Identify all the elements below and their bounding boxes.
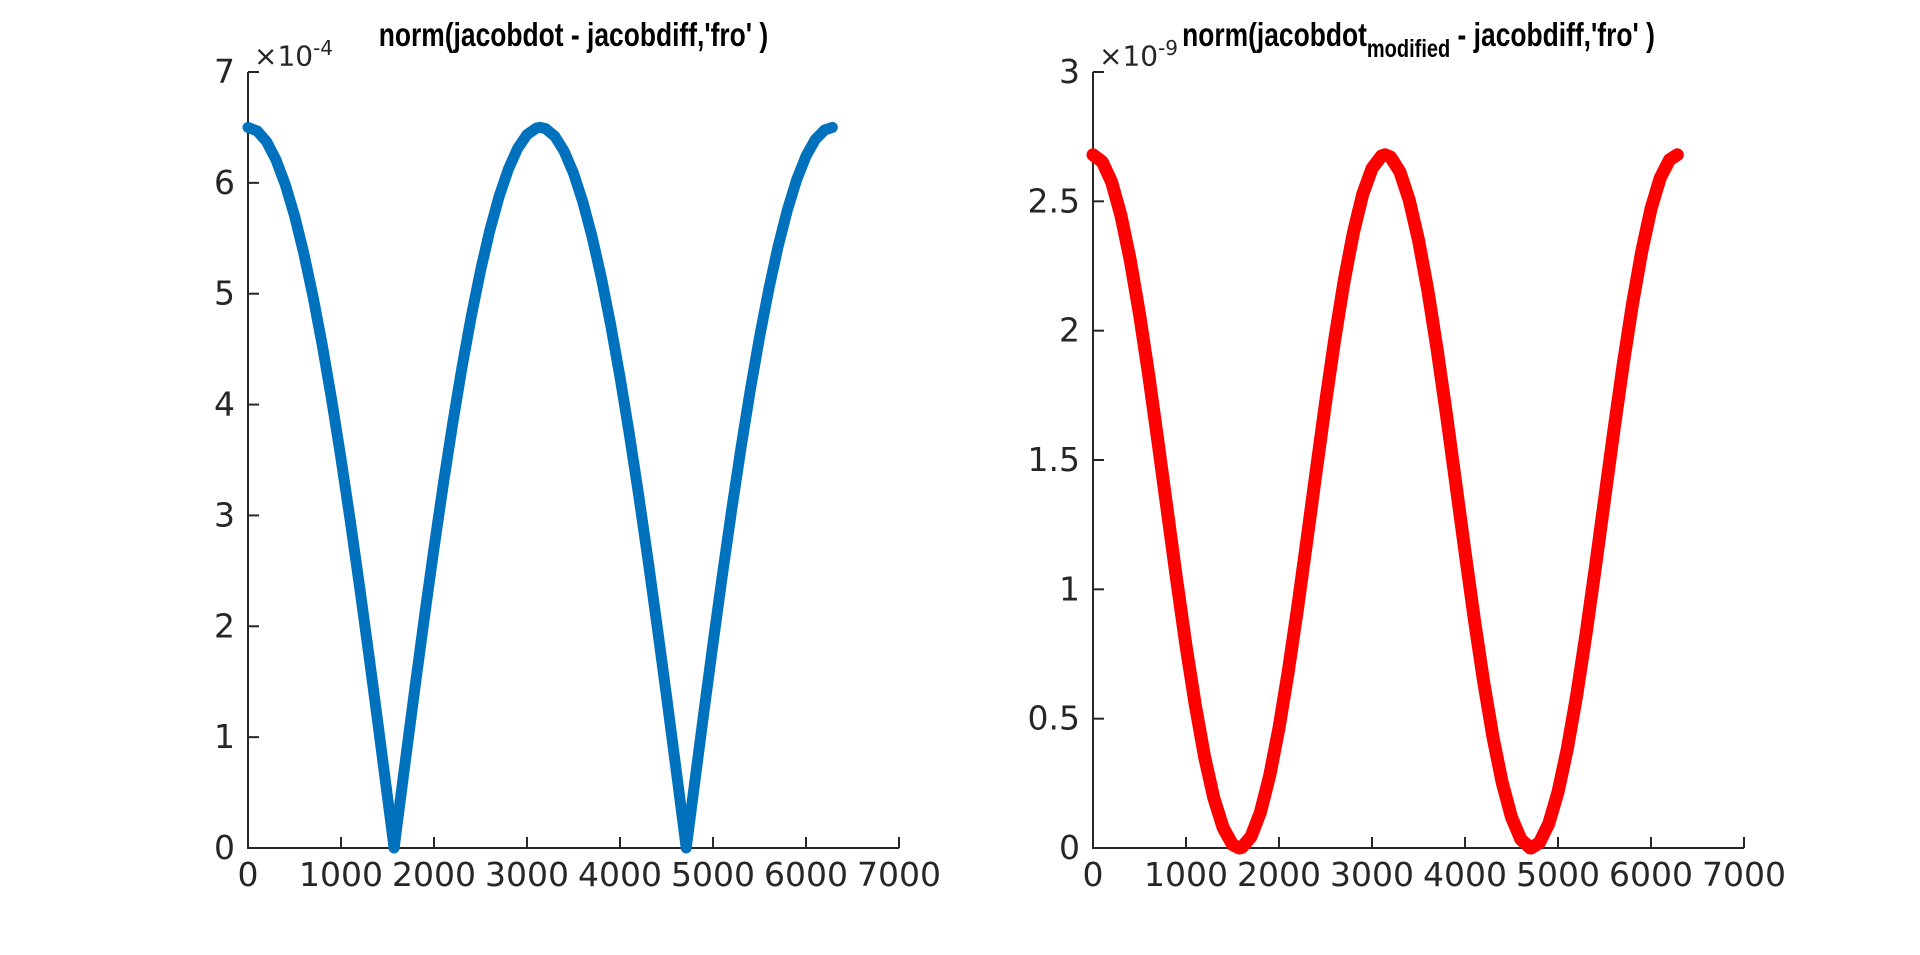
- left-y-tick-label: 2: [214, 606, 235, 645]
- right-y-axis-exponent: ×10-9: [1099, 36, 1178, 72]
- right-title-subscript: modified: [1366, 35, 1451, 63]
- right-x-tick-label: 6000: [1609, 855, 1693, 894]
- left-x-tick-label: 2000: [392, 855, 476, 894]
- right-x-tick-label: 4000: [1423, 855, 1507, 894]
- right-x-tick-label: 2000: [1237, 855, 1321, 894]
- left-data-curve: [242, 121, 838, 854]
- left-x-tick-label: 4000: [578, 855, 662, 894]
- left-title-suffix: - jacobdiff,'fro' ): [563, 16, 769, 53]
- right-exponent-power: -9: [1158, 36, 1179, 60]
- left-y-tick-label: 6: [214, 163, 235, 202]
- right-y-tick-label: 1.5: [1028, 440, 1080, 479]
- right-exponent-mantissa: ×10: [1099, 39, 1159, 73]
- right-x-tick-label: 7000: [1702, 855, 1786, 894]
- left-exponent-power: -4: [313, 36, 334, 60]
- left-exponent-mantissa: ×10: [254, 39, 314, 73]
- right-y-tick-label: 1: [1059, 569, 1080, 608]
- left-x-tick-label: 7000: [857, 855, 941, 894]
- right-plot-title: norm(jacobdotmodified - jacobdiff,'fro' …: [1158, 16, 1679, 63]
- right-x-tick-label: 1000: [1144, 855, 1228, 894]
- left-y-tick-label: 0: [214, 828, 235, 867]
- right-y-tick-label: 2.5: [1028, 181, 1080, 220]
- left-y-tick-label: 5: [214, 274, 235, 313]
- right-title-suffix: - jacobdiff,'fro' ): [1450, 16, 1655, 53]
- left-x-tick-label: 0: [238, 855, 259, 894]
- left-x-tick-label: 1000: [299, 855, 383, 894]
- left-plot-title: norm(jacobdot - jacobdiff,'fro' ): [313, 16, 834, 54]
- left-x-tick-label: 5000: [671, 855, 755, 894]
- right-data-curve: [1086, 148, 1684, 855]
- left-y-tick-label: 1: [214, 717, 235, 756]
- right-y-tick-label: 3: [1059, 52, 1080, 91]
- left-y-axis-exponent: ×10-4: [254, 36, 333, 72]
- right-y-tick-label: 0: [1059, 828, 1080, 867]
- right-title-text: norm(jacobdot: [1182, 16, 1367, 53]
- right-y-tick-label: 2: [1059, 311, 1080, 350]
- left-x-tick-label: 6000: [764, 855, 848, 894]
- left-title-text: norm(jacobdot: [378, 16, 564, 53]
- right-x-tick-label: 3000: [1330, 855, 1414, 894]
- left-x-tick-label: 3000: [485, 855, 569, 894]
- right-x-tick-label: 5000: [1516, 855, 1600, 894]
- left-y-tick-label: 4: [214, 385, 235, 424]
- right-axes-lines: [1092, 72, 1744, 849]
- right-x-tick-label: 0: [1083, 855, 1104, 894]
- left-y-tick-label: 7: [214, 52, 235, 91]
- left-y-tick-label: 3: [214, 495, 235, 534]
- right-y-tick-label: 0.5: [1028, 699, 1080, 738]
